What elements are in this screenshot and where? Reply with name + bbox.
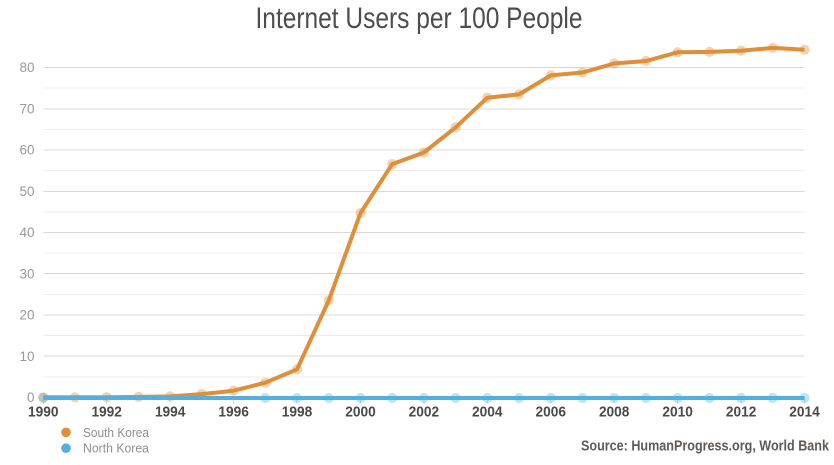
svg-text:2002: 2002 xyxy=(409,404,440,421)
svg-text:60: 60 xyxy=(19,143,34,158)
svg-text:40: 40 xyxy=(19,225,34,240)
svg-text:2010: 2010 xyxy=(662,404,693,421)
svg-text:1990: 1990 xyxy=(28,404,59,421)
svg-text:South Korea: South Korea xyxy=(83,425,150,440)
svg-text:1996: 1996 xyxy=(218,404,249,421)
svg-text:2008: 2008 xyxy=(599,404,630,421)
svg-text:20: 20 xyxy=(19,308,34,323)
svg-text:Internet Users per 100 People: Internet Users per 100 People xyxy=(256,2,583,35)
svg-text:0: 0 xyxy=(27,390,35,405)
svg-text:Source: HumanProgress.org, Wor: Source: HumanProgress.org, World Bank xyxy=(581,438,830,455)
svg-text:70: 70 xyxy=(19,101,34,116)
svg-text:2004: 2004 xyxy=(472,404,503,421)
svg-text:80: 80 xyxy=(19,60,34,75)
svg-text:2000: 2000 xyxy=(345,404,376,421)
svg-text:North Korea: North Korea xyxy=(83,441,150,456)
svg-text:1992: 1992 xyxy=(91,404,122,421)
svg-text:50: 50 xyxy=(19,184,34,199)
svg-text:2006: 2006 xyxy=(536,404,567,421)
svg-text:2012: 2012 xyxy=(726,404,757,421)
svg-text:2014: 2014 xyxy=(789,404,820,421)
svg-text:1998: 1998 xyxy=(282,404,313,421)
svg-text:10: 10 xyxy=(19,349,34,364)
svg-text:1994: 1994 xyxy=(155,404,186,421)
svg-text:30: 30 xyxy=(19,266,34,281)
